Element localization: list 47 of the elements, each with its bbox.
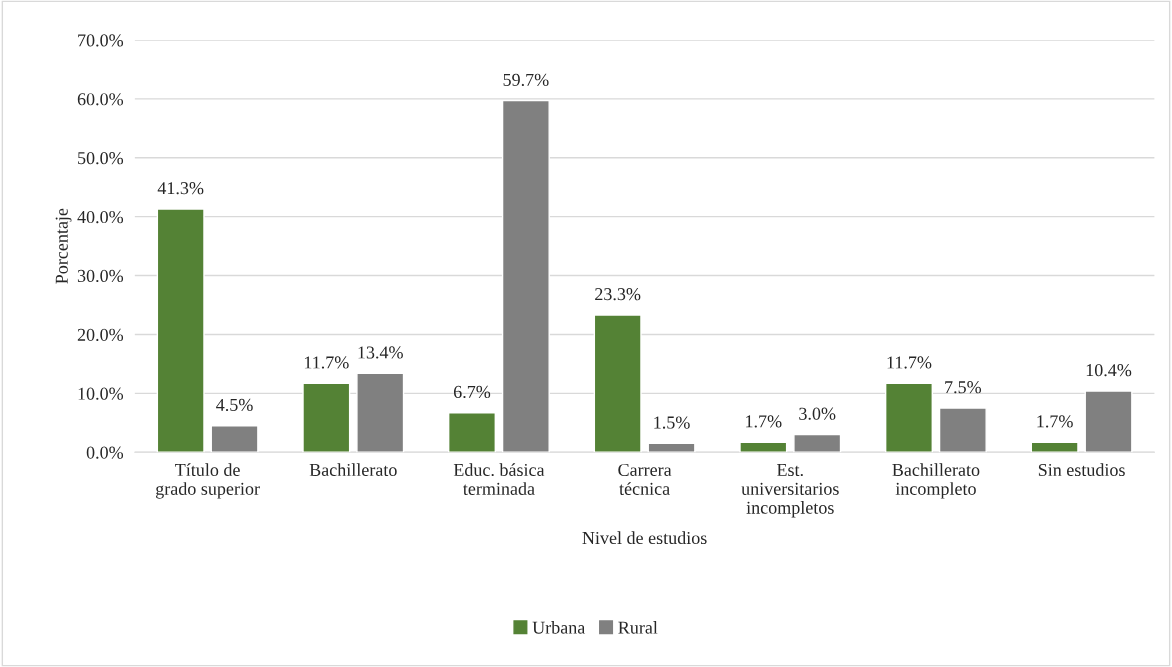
x-tick-label: Carrera técnica [618, 463, 672, 495]
data-label: 11.7% [887, 356, 932, 369]
legend-label: Urbana [532, 621, 586, 634]
data-label: 23.3% [595, 288, 641, 301]
bar [356, 372, 405, 453]
bar [1084, 390, 1133, 453]
bar [793, 433, 842, 453]
x-tick-label: Título de grado superior [155, 463, 260, 499]
data-label: 10.4% [1086, 364, 1132, 377]
bar [884, 382, 933, 453]
y-tick-label: 60.0% [77, 93, 124, 106]
x-tick-label: Bachillerato [309, 463, 397, 477]
y-tick-label: 0.0% [86, 446, 124, 459]
data-label: 4.5% [216, 398, 253, 412]
bar [447, 412, 496, 453]
bar [156, 208, 205, 453]
data-label: 6.7% [453, 385, 491, 399]
data-label: 3.0% [799, 407, 836, 420]
bar [302, 382, 351, 453]
bar [739, 441, 788, 453]
x-tick-label: Sin estudios [1038, 463, 1125, 477]
x-tick-label: Educ. básica terminada [453, 463, 545, 495]
data-label: 1.7% [746, 415, 782, 428]
data-label: 11.7% [304, 356, 349, 369]
y-tick-label: 50.0% [78, 152, 124, 165]
data-label: 59.7% [503, 73, 549, 86]
legend-label: Rural [618, 621, 658, 634]
x-tick-label: Bachillerato incompleto [892, 463, 980, 499]
y-tick-label: 20.0% [77, 328, 124, 341]
y-tick-label: 70.0% [78, 34, 124, 47]
data-label: 1.5% [654, 416, 690, 429]
data-label: 1.7% [1037, 415, 1073, 428]
data-label: 41.3% [157, 182, 204, 195]
data-label: 7.5% [945, 381, 982, 394]
x-axis-title: Nivel de estudios [582, 531, 707, 545]
bar [1030, 441, 1079, 453]
y-tick-label: 30.0% [77, 269, 124, 283]
bar [210, 425, 259, 453]
y-axis-title: Porcentaje [55, 208, 72, 284]
y-tick-label: 10.0% [78, 387, 124, 400]
data-label: 13.4% [358, 346, 403, 359]
bar [938, 407, 987, 453]
bar [593, 314, 642, 453]
x-tick-label: Est. universitarios incompletos [741, 464, 839, 518]
y-tick-label: 40.0% [77, 210, 124, 224]
bar [647, 442, 696, 453]
bar [501, 99, 550, 453]
